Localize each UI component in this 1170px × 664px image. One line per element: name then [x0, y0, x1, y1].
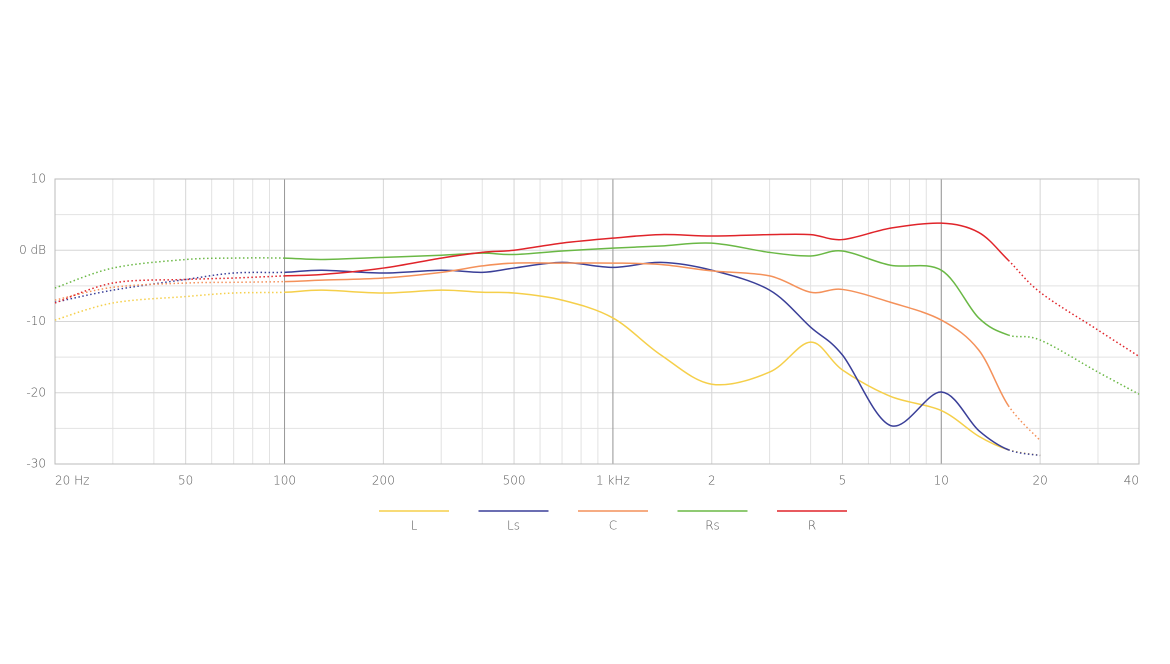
y-tick-label: 10 — [31, 172, 46, 186]
legend-label: Ls — [507, 519, 520, 533]
legend-label: Rs — [705, 519, 720, 533]
series-line — [1007, 259, 1140, 358]
y-tick-label: -20 — [26, 385, 46, 399]
series-line — [284, 261, 1009, 451]
x-tick-label: 20 Hz — [55, 474, 89, 488]
series-line — [284, 289, 1009, 451]
y-tick-label: -10 — [26, 314, 46, 328]
x-tick-label: 500 — [503, 474, 526, 488]
x-tick-label: 1 kHz — [596, 474, 630, 488]
y-tick-label: 0 dB — [19, 243, 46, 257]
x-tick-label: 10 — [934, 474, 949, 488]
series-line — [54, 271, 285, 303]
legend-label: C — [609, 519, 617, 533]
x-tick-label: 40 — [1124, 474, 1139, 488]
legend-label: L — [411, 519, 418, 533]
series-line — [1007, 405, 1041, 441]
x-tick-label: 20 — [1033, 474, 1048, 488]
legend-label: R — [808, 519, 816, 533]
x-tick-label: 2 — [708, 474, 716, 488]
series-line — [54, 257, 285, 289]
y-tick-label: -30 — [26, 457, 46, 471]
x-tick-label: 200 — [372, 474, 395, 488]
series-line — [1008, 334, 1140, 395]
x-tick-label: 100 — [273, 474, 296, 488]
series-line — [284, 242, 1009, 336]
plot-border — [54, 178, 1140, 465]
series-line — [54, 291, 285, 321]
series-line — [284, 262, 1009, 406]
series-line — [54, 275, 285, 304]
x-tick-label: 5 — [839, 474, 847, 488]
x-tick-label: 50 — [178, 474, 193, 488]
series-line — [54, 280, 285, 301]
series-line — [284, 222, 1009, 277]
